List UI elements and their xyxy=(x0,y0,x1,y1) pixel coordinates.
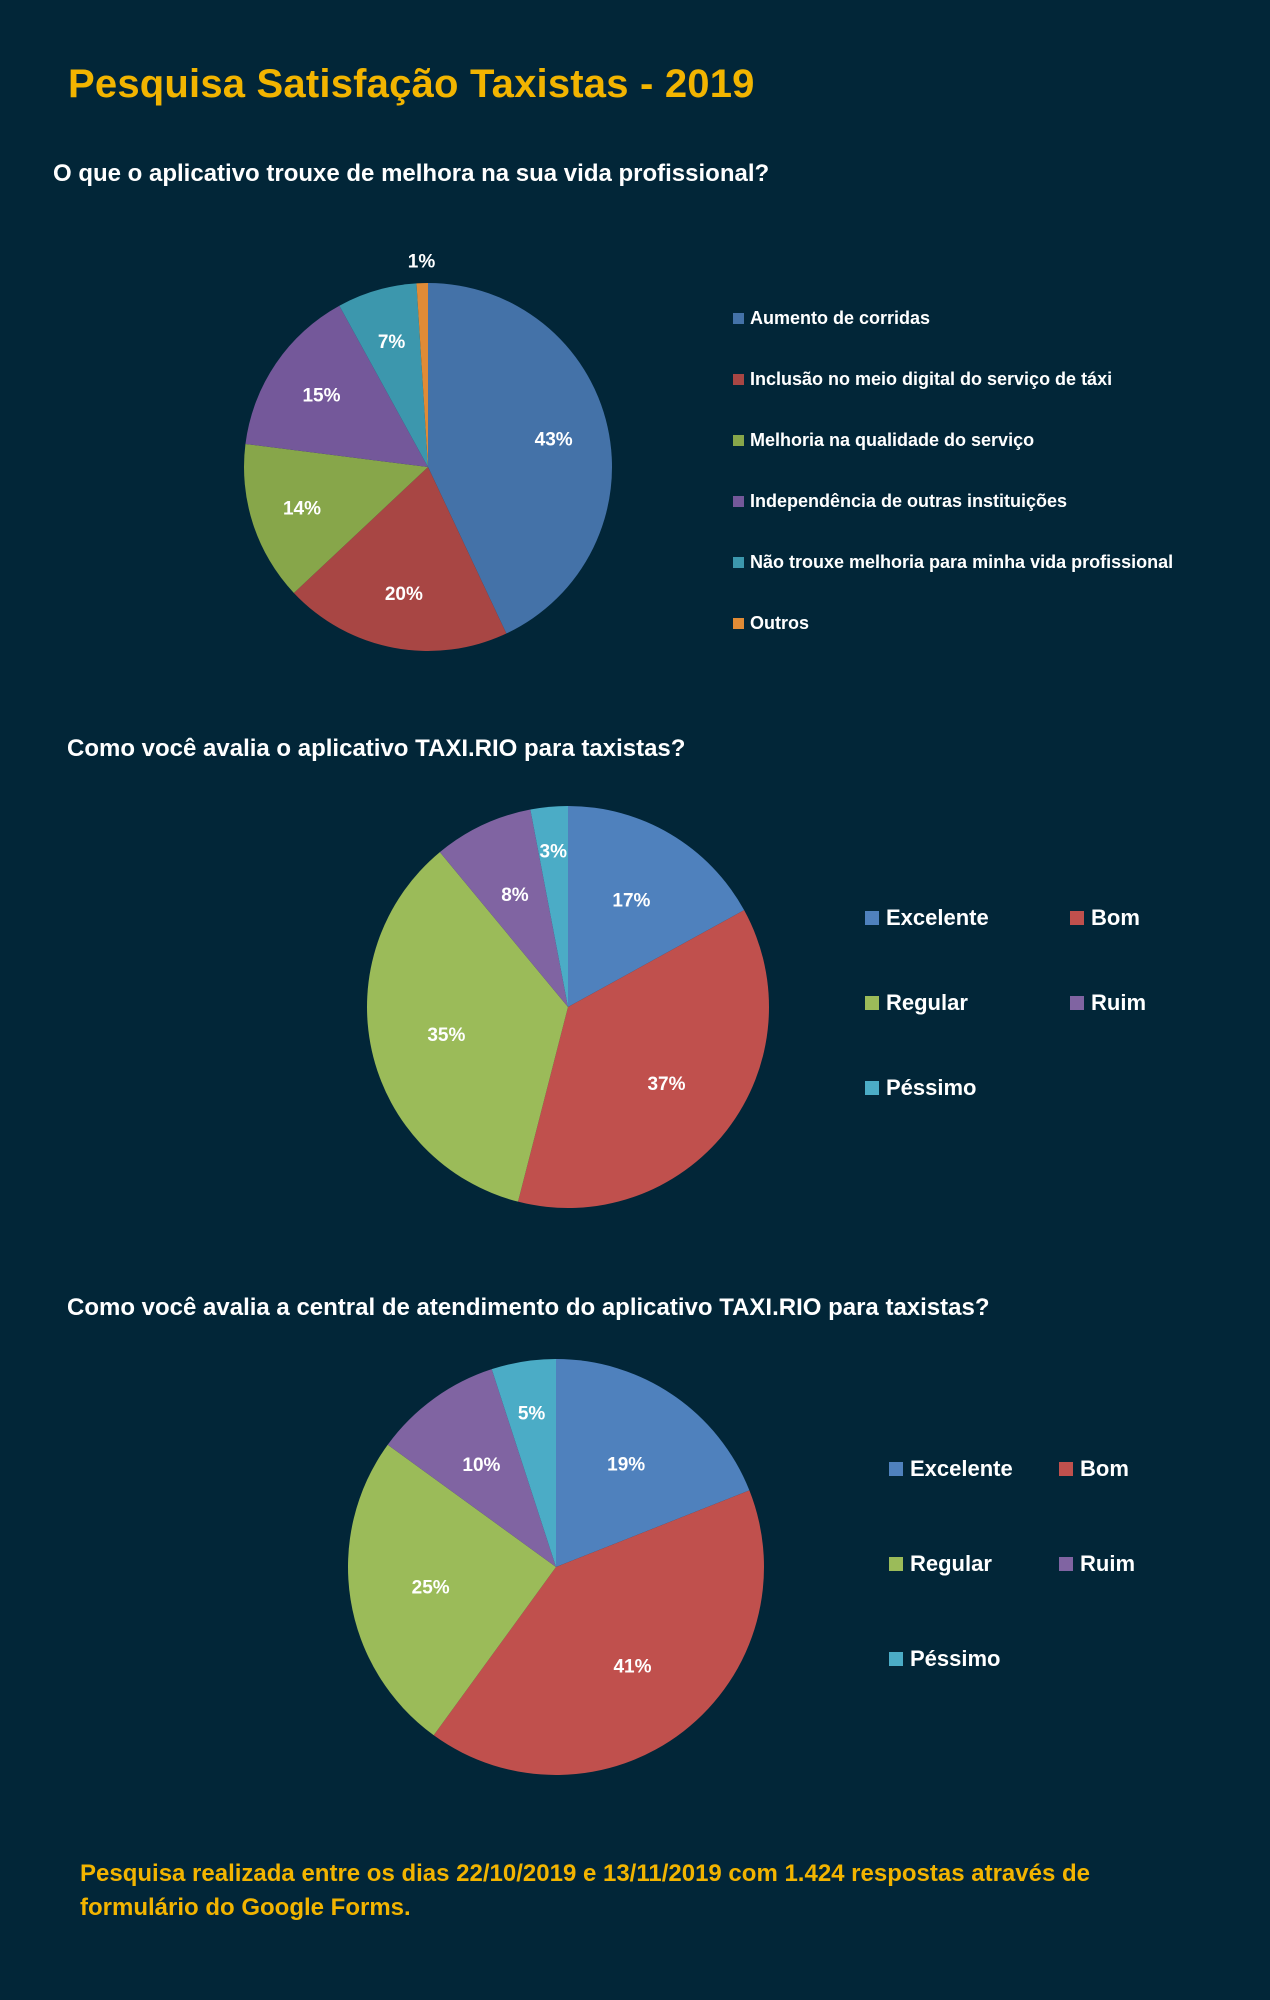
data-label-nao-trouxe-melhoria-para-minha-vida-profissional: 7% xyxy=(378,332,406,353)
legend-item-excelente: Excelente xyxy=(865,905,989,931)
legend-label: Péssimo xyxy=(886,1075,977,1100)
legend-swatch xyxy=(889,1462,903,1476)
pie-slice-aumento-de-corridas xyxy=(428,283,612,634)
pie-slice-melhoria-na-qualidade-do-servico xyxy=(244,443,428,593)
data-label-melhoria-na-qualidade-do-servico: 14% xyxy=(283,499,321,520)
legend-label: Melhoria na qualidade do serviço xyxy=(750,430,1035,450)
legend-item-pessimo: Péssimo xyxy=(865,1075,977,1101)
legend-item-aumento-de-corridas: Aumento de corridas xyxy=(733,308,930,329)
data-label-pessimo: 5% xyxy=(518,1404,546,1425)
data-label-ruim: 8% xyxy=(501,885,529,906)
legend-swatch xyxy=(733,557,744,568)
pie-slice-regular xyxy=(348,1444,556,1736)
survey-footnote: Pesquisa realizada entre os dias 22/10/2… xyxy=(80,1860,1090,1921)
legend-label: Não trouxe melhoria para minha vida prof… xyxy=(750,552,1174,572)
legend-label: Excelente xyxy=(886,905,989,930)
legend-label: Bom xyxy=(1091,905,1140,930)
pie-slice-bom xyxy=(433,1490,764,1775)
legend-label: Inclusão no meio digital do serviço de t… xyxy=(750,369,1113,389)
legend-swatch xyxy=(865,911,879,925)
pie-slice-pessimo xyxy=(530,806,568,1007)
legend-swatch xyxy=(865,996,879,1010)
chart3-question: Como você avalia a central de atendiment… xyxy=(67,1294,990,1321)
legend-swatch xyxy=(865,1081,879,1095)
pie-slice-nao-trouxe-melhoria-para-minha-vida-profissional xyxy=(339,283,428,467)
legend-item-pessimo: Péssimo xyxy=(889,1646,1001,1672)
legend-item-regular: Regular xyxy=(889,1551,992,1577)
pie-slice-regular xyxy=(367,852,568,1202)
data-label-inclusao-no-meio-digital-do-servico-de-taxi: 20% xyxy=(385,584,423,605)
legend-label: Excelente xyxy=(910,1456,1013,1481)
legend-label: Bom xyxy=(1080,1456,1129,1481)
data-label-excelente: 17% xyxy=(612,890,650,911)
pie-slice-ruim xyxy=(439,809,568,1007)
legend-label: Outros xyxy=(750,613,810,633)
data-label-pessimo: 3% xyxy=(540,842,568,863)
legend-swatch xyxy=(733,435,744,446)
pie-chart-app-rating: 17% 37% 35% 8% 3% xyxy=(367,806,769,1208)
legend-swatch xyxy=(889,1557,903,1571)
legend-item-melhoria-na-qualidade-do-servico: Melhoria na qualidade do serviço xyxy=(733,430,1034,451)
chart2-question: Como você avalia o aplicativo TAXI.RIO p… xyxy=(67,735,686,762)
legend-swatch xyxy=(1070,996,1084,1010)
chart1-question: O que o aplicativo trouxe de melhora na … xyxy=(53,160,770,187)
page-title: Pesquisa Satisfação Taxistas - 2019 xyxy=(68,62,755,106)
legend-label: Independência de outras instituições xyxy=(750,491,1068,511)
data-label-bom: 41% xyxy=(613,1656,651,1677)
legend-swatch xyxy=(733,618,744,629)
legend-item-nao-trouxe-melhoria-para-minha-vida-profissional: Não trouxe melhoria para minha vida prof… xyxy=(733,552,1173,573)
legend-item-excelente: Excelente xyxy=(889,1456,1013,1482)
legend-item-bom: Bom xyxy=(1059,1456,1129,1482)
pie-slice-excelente xyxy=(568,806,745,1007)
pie-slice-bom xyxy=(518,910,769,1208)
data-label-outros: 1% xyxy=(408,252,436,273)
data-label-ruim: 10% xyxy=(462,1455,500,1476)
legend-swatch xyxy=(733,496,744,507)
legend-item-bom: Bom xyxy=(1070,905,1140,931)
legend-swatch xyxy=(1059,1462,1073,1476)
legend-item-ruim: Ruim xyxy=(1059,1551,1135,1577)
legend-swatch xyxy=(733,374,744,385)
legend-item-independencia-de-outras-instituicoes: Independência de outras instituições xyxy=(733,491,1067,512)
data-label-regular: 25% xyxy=(412,1577,450,1598)
legend-label: Péssimo xyxy=(910,1646,1001,1671)
pie-slice-inclusao-no-meio-digital-do-servico-de-taxi xyxy=(293,467,507,651)
pie-slice-ruim xyxy=(387,1369,556,1567)
data-label-regular: 35% xyxy=(427,1025,465,1046)
data-label-aumento-de-corridas: 43% xyxy=(535,430,573,451)
data-label-bom: 37% xyxy=(647,1074,685,1095)
legend-label: Ruim xyxy=(1080,1551,1135,1576)
legend-item-ruim: Ruim xyxy=(1070,990,1146,1016)
pie-chart-support-rating: 19% 41% 25% 10% 5% xyxy=(348,1359,764,1775)
legend-item-inclusao-no-meio-digital-do-servico-de-taxi: Inclusão no meio digital do serviço de t… xyxy=(733,369,1112,390)
legend-swatch xyxy=(733,313,744,324)
pie-slice-independencia-de-outras-instituicoes xyxy=(245,305,428,467)
legend-label: Ruim xyxy=(1091,990,1146,1015)
pie-slice-excelente xyxy=(556,1359,750,1567)
pie-slice-pessimo xyxy=(491,1359,556,1567)
pie-chart-improvements: 43% 20% 14% 15% 7% 1% xyxy=(244,252,612,651)
pie-slice-outros xyxy=(416,283,428,467)
legend-item-regular: Regular xyxy=(865,990,968,1016)
data-label-excelente: 19% xyxy=(607,1454,645,1475)
legend-label: Aumento de corridas xyxy=(750,308,931,328)
legend-swatch xyxy=(1070,911,1084,925)
data-label-independencia-de-outras-instituicoes: 15% xyxy=(302,385,340,406)
legend-label: Regular xyxy=(886,990,968,1015)
legend-swatch xyxy=(1059,1557,1073,1571)
legend-swatch xyxy=(889,1652,903,1666)
legend-item-outros: Outros xyxy=(733,613,809,634)
legend-label: Regular xyxy=(910,1551,992,1576)
